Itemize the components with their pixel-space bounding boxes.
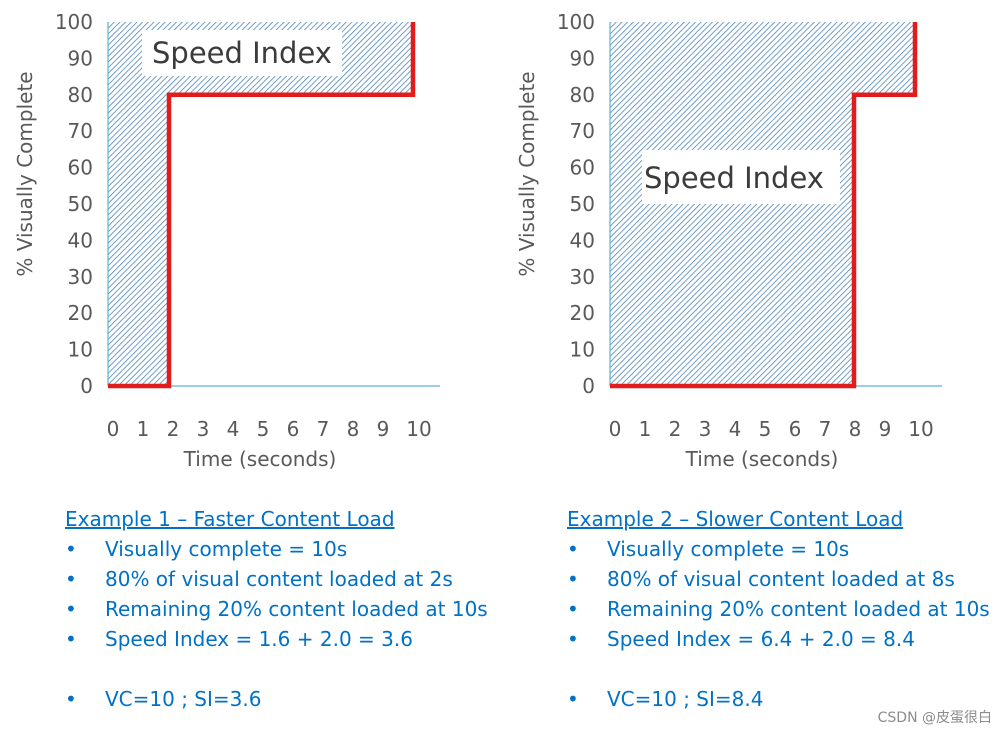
list-item: • VC=10 ; SI=3.6: [65, 688, 395, 718]
example-2-block: Example 2 – Slower Content Load • Visual…: [567, 507, 990, 718]
x-tick-label: 0: [107, 417, 120, 441]
bullet-icon: •: [567, 687, 579, 711]
x-tick-label: 9: [879, 417, 892, 441]
x-tick-label: 9: [377, 417, 390, 441]
bullet-icon: •: [65, 687, 77, 711]
watermark: CSDN @皮蛋很白: [877, 710, 992, 726]
speed-index-label-box: [142, 30, 342, 76]
x-tick-label: 10: [406, 417, 431, 441]
example-2-bullet-text: Speed Index = 6.4 + 2.0 = 8.4: [607, 627, 915, 651]
y-tick-label: 0: [80, 374, 93, 398]
visual-progress-line: [610, 22, 918, 389]
y-tick-label: 90: [570, 46, 595, 70]
example-1-bullet-text: Speed Index = 1.6 + 2.0 = 3.6: [105, 627, 413, 651]
example-1-bullet-text: Visually complete = 10s: [105, 537, 348, 561]
speed-index-area: [108, 22, 413, 386]
x-tick-label: 1: [639, 417, 652, 441]
y-tick-label: 70: [570, 119, 595, 143]
y-tick-label: 100: [55, 10, 93, 34]
y-axis-title: % Visually Complete: [515, 71, 539, 276]
speed-index-label-box: [642, 150, 840, 204]
y-tick-label: 100: [557, 10, 595, 34]
y-tick-label: 40: [570, 228, 595, 252]
bullet-icon: •: [65, 597, 77, 621]
list-item: • Visually complete = 10s: [65, 538, 395, 568]
example-1-bullet-text: Remaining 20% content loaded at 10s: [105, 597, 488, 621]
y-tick-label: 80: [68, 83, 93, 107]
example-1-block: Example 1 – Faster Content Load • Visual…: [65, 507, 488, 718]
x-tick-label: 7: [317, 417, 330, 441]
example-2-bullet-text: Remaining 20% content loaded at 10s: [607, 597, 990, 621]
y-tick-label: 80: [570, 83, 595, 107]
example-2-title: Example 2 – Slower Content Load: [567, 507, 904, 531]
y-tick-label: 60: [68, 156, 93, 180]
speed-index-label: Speed Index: [644, 161, 824, 195]
x-tick-label: 8: [347, 417, 360, 441]
x-tick-label: 3: [197, 417, 210, 441]
y-tick-label: 40: [68, 228, 93, 252]
x-tick-label: 5: [759, 417, 772, 441]
x-tick-label: 8: [849, 417, 862, 441]
bullet-icon: •: [567, 537, 579, 561]
example-1-title: Example 1 – Faster Content Load: [65, 507, 395, 531]
example-1-summary: VC=10 ; SI=3.6: [105, 687, 262, 711]
x-tick-label: 4: [227, 417, 240, 441]
y-tick-label: 60: [570, 156, 595, 180]
x-tick-label: 7: [819, 417, 832, 441]
x-axis-title: Time (seconds): [183, 447, 337, 471]
list-item: • 80% of visual content loaded at 8s: [567, 567, 955, 598]
list-item: • Speed Index = 6.4 + 2.0 = 8.4: [567, 627, 915, 658]
y-tick-label: 30: [570, 265, 595, 289]
y-tick-label: 20: [570, 301, 595, 325]
x-tick-label: 2: [167, 417, 180, 441]
x-tick-label: 4: [729, 417, 742, 441]
x-tick-label: 2: [669, 417, 682, 441]
x-tick-label: 6: [287, 417, 300, 441]
bullet-icon: •: [65, 627, 77, 651]
visual-progress-line: [108, 22, 416, 389]
example-2-summary: VC=10 ; SI=8.4: [607, 687, 764, 711]
y-tick-label: 0: [582, 374, 595, 398]
y-tick-label: 50: [570, 192, 595, 216]
example-2-bullet-text: 80% of visual content loaded at 8s: [607, 567, 955, 591]
example-1-bullet-text: 80% of visual content loaded at 2s: [105, 567, 453, 591]
y-tick-label: 10: [570, 338, 595, 362]
x-tick-label: 0: [609, 417, 622, 441]
bullet-icon: •: [567, 567, 579, 591]
y-tick-label: 70: [68, 119, 93, 143]
list-item: • 80% of visual content loaded at 2s: [65, 567, 453, 598]
example-2-bullet-text: Visually complete = 10s: [607, 537, 850, 561]
x-tick-label: 6: [789, 417, 802, 441]
y-tick-label: 20: [68, 301, 93, 325]
y-tick-label: 50: [68, 192, 93, 216]
x-tick-label: 5: [257, 417, 270, 441]
bullet-icon: •: [567, 627, 579, 651]
x-tick-label: 3: [699, 417, 712, 441]
bullet-icon: •: [65, 567, 77, 591]
x-axis-title: Time (seconds): [685, 447, 839, 471]
list-item: • Remaining 20% content loaded at 10s: [65, 597, 488, 628]
bullet-icon: •: [65, 537, 77, 561]
y-tick-label: 90: [68, 46, 93, 70]
list-item: • Speed Index = 1.6 + 2.0 = 3.6: [65, 627, 413, 658]
speed-index-label: Speed Index: [152, 36, 332, 70]
x-tick-label: 1: [137, 417, 150, 441]
list-item: • Remaining 20% content loaded at 10s: [567, 597, 990, 628]
list-item: • Visually complete = 10s: [567, 538, 903, 568]
bullet-icon: •: [567, 597, 579, 621]
list-item: • VC=10 ; SI=8.4: [567, 688, 903, 718]
y-tick-label: 30: [68, 265, 93, 289]
y-axis-title: % Visually Complete: [13, 71, 37, 276]
y-tick-label: 10: [68, 338, 93, 362]
x-tick-label: 10: [908, 417, 933, 441]
